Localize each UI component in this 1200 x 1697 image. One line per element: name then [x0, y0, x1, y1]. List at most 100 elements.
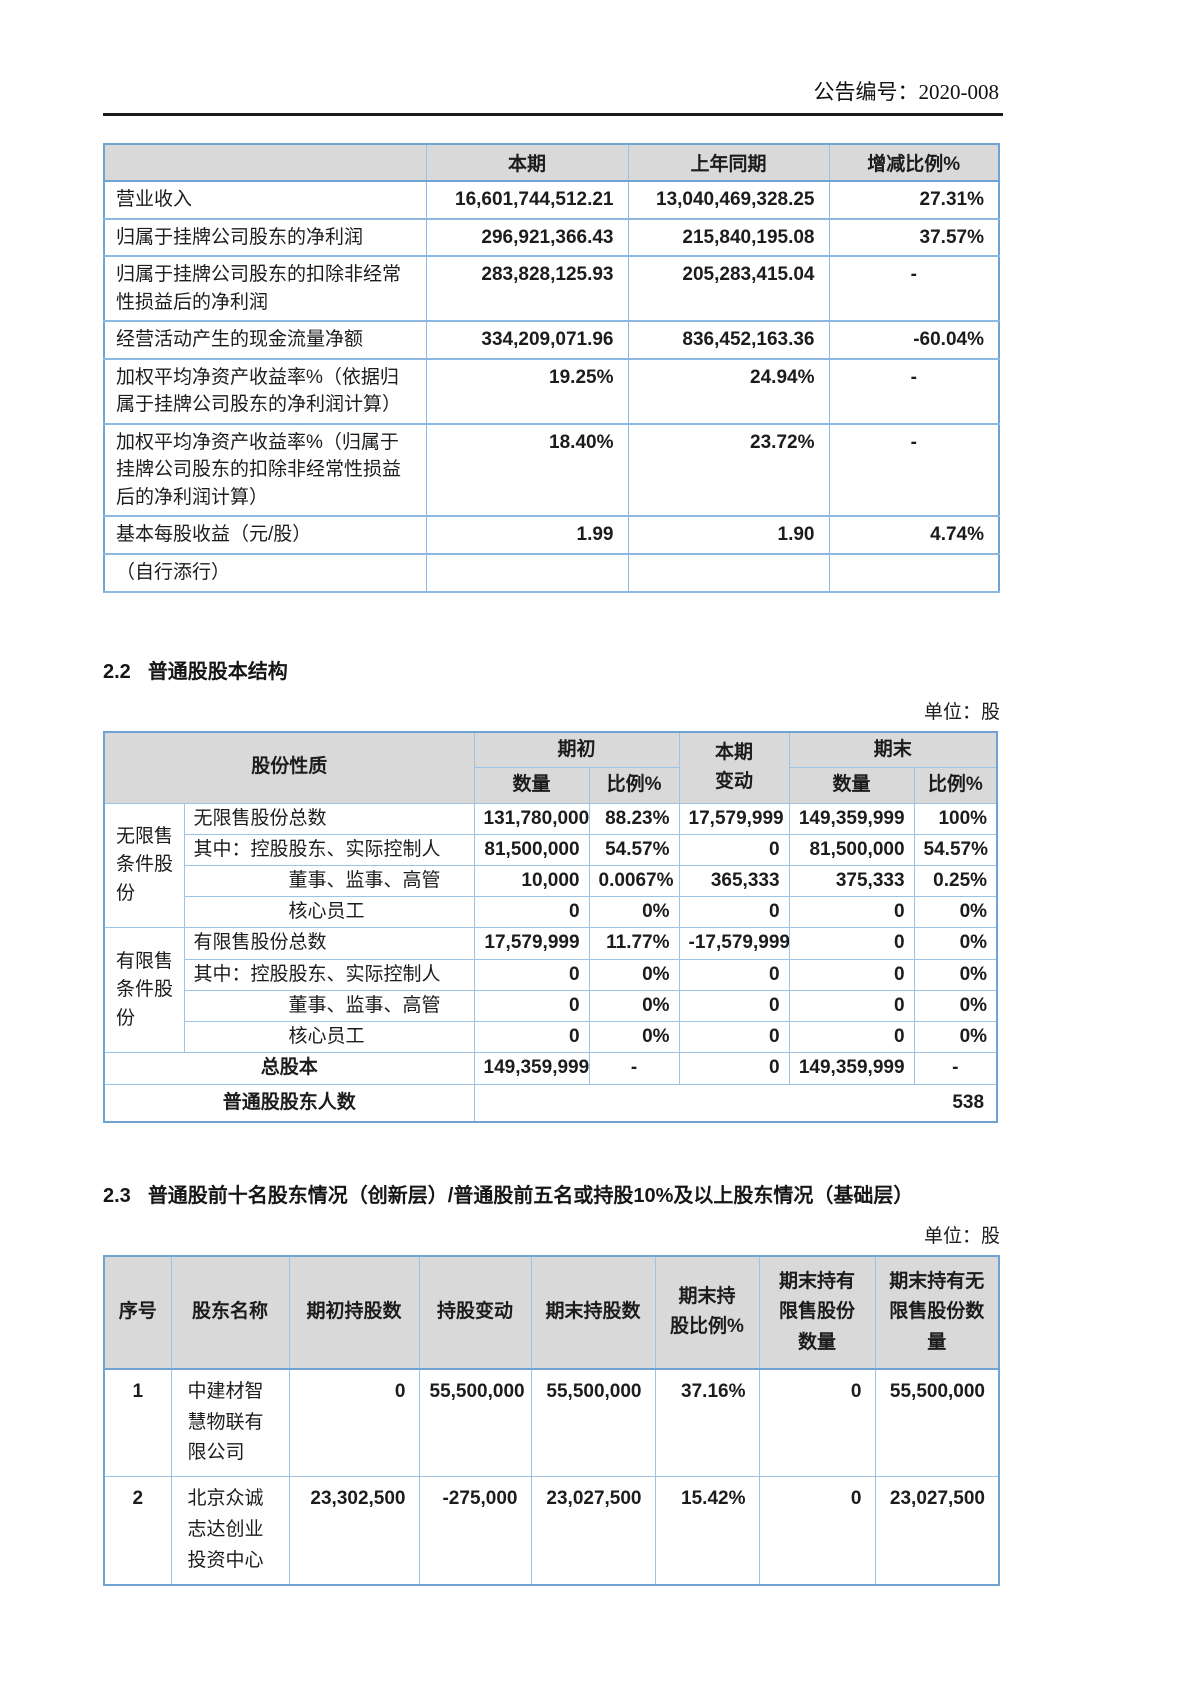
- col-header-pct: 期末持 股比例%: [654, 1255, 760, 1370]
- end-pct: 54.57%: [913, 833, 998, 867]
- shareholder-name: 中建材智 慧物联有 限公司: [170, 1368, 290, 1478]
- period-change: 17,579,999: [678, 802, 790, 835]
- share-structure-table: 股份性质 期初 本期 变动 期末 数量 比例% 数量 比例% 无限售 条件股 份…: [103, 730, 999, 1123]
- table-row: 董事、监事、高管 0 0% 0 0 0%: [104, 989, 998, 1023]
- begin-pct: 54.57%: [588, 833, 680, 867]
- group-label-unrestricted: 无限售 条件股 份: [103, 802, 185, 929]
- begin-pct: 0%: [588, 896, 680, 929]
- end-pct: -: [913, 1052, 998, 1085]
- table-row: 有限售 条件股 份 有限售股份总数 17,579,999 11.77% -17,…: [103, 927, 998, 1054]
- col-header-unrestricted: 期末持有无 限售股份数 量: [874, 1255, 1000, 1370]
- begin-pct: 0%: [588, 958, 680, 991]
- shareholder-count-label: 普通股股东人数: [103, 1083, 475, 1123]
- end-pct: 0.25%: [913, 864, 998, 898]
- col-header-no: 序号: [103, 1255, 172, 1370]
- begin-qty: 0: [473, 896, 590, 929]
- end-qty: 0: [788, 1021, 915, 1054]
- begin-qty: 0: [473, 989, 590, 1023]
- restricted-shares: 0: [758, 1368, 876, 1478]
- shareholder-rank: 1: [103, 1368, 172, 1478]
- end-pct: 37.16%: [654, 1368, 760, 1478]
- restricted-shares: 0: [758, 1476, 876, 1586]
- period-change: -17,579,999: [678, 927, 790, 960]
- section-heading-2-3: 2.3 普通股前十名股东情况（创新层）/普通股前五名或持股10%及以上股东情况（…: [103, 1179, 1003, 1208]
- period-change: 0: [678, 1021, 790, 1054]
- col-header-period-change: 本期 变动: [678, 731, 790, 804]
- table-row: 其中：控股股东、实际控制人 0 0% 0 0 0%: [104, 958, 998, 991]
- section-title: 普通股股本结构: [147, 660, 288, 683]
- metric-current: 296,921,366.43: [425, 217, 629, 258]
- row-label: 核心员工: [183, 1021, 475, 1054]
- col-header-end: 期末持股数: [530, 1255, 656, 1370]
- col-header-change: 增减比例%: [828, 143, 1000, 182]
- total-shares-row: 总股本 149,359,999 - 0 149,359,999 -: [103, 1052, 998, 1085]
- end-pct: 0%: [913, 1021, 998, 1054]
- table-row: 基本每股收益（元/股） 1.99 1.90 4.74%: [103, 515, 1000, 556]
- end-qty: 0: [788, 896, 915, 929]
- row-label: 有限售股份总数: [183, 927, 475, 960]
- begin-pct: 11.77%: [588, 927, 680, 960]
- shareholder-rank: 2: [103, 1476, 172, 1586]
- metric-prior: 24.94%: [627, 357, 830, 425]
- metric-label: 归属于挂牌公司股东的净利润: [103, 217, 427, 258]
- row-label: 无限售股份总数: [183, 802, 475, 835]
- metric-change: -60.04%: [828, 320, 1000, 360]
- metric-label: 加权平均净资产收益率%（依据归属于挂牌公司股东的净利润计算）: [103, 357, 427, 425]
- metric-prior: 1.90: [627, 515, 830, 556]
- metric-change: [828, 553, 1000, 593]
- unrestricted-shares: 23,027,500: [874, 1476, 1000, 1586]
- col-header-begin-group: 期初: [473, 731, 680, 769]
- col-header-prior: 上年同期: [627, 143, 830, 182]
- col-header-restricted: 期末持有 限售股份 数量: [758, 1255, 876, 1370]
- table-header-row: 序号 股东名称 期初持股数 持股变动 期末持股数 期末持 股比例% 期末持有 限…: [103, 1255, 1000, 1370]
- begin-qty: 0: [473, 958, 590, 991]
- end-pct: 0%: [913, 958, 998, 991]
- end-qty: 0: [788, 989, 915, 1023]
- metric-change: 4.74%: [828, 515, 1000, 556]
- metric-label: 经营活动产生的现金流量净额: [103, 320, 427, 360]
- row-label: 其中：控股股东、实际控制人: [183, 958, 475, 991]
- end-pct: 100%: [913, 802, 998, 835]
- share-change: 55,500,000: [418, 1368, 532, 1478]
- table-row: （自行添行）: [103, 553, 1000, 593]
- begin-qty: 10,000: [473, 864, 590, 898]
- row-label: 董事、监事、高管: [183, 864, 475, 898]
- table-row: 1 中建材智 慧物联有 限公司 0 55,500,000 55,500,000 …: [103, 1368, 1000, 1478]
- end-qty: 0: [788, 958, 915, 991]
- metric-prior: 23.72%: [627, 422, 830, 518]
- begin-qty: 149,359,999: [473, 1052, 590, 1085]
- end-shares: 55,500,000: [530, 1368, 656, 1478]
- metric-change: 27.31%: [828, 180, 1000, 220]
- period-change: 0: [678, 958, 790, 991]
- share-change: -275,000: [418, 1476, 532, 1586]
- col-header-begin-pct: 比例%: [588, 767, 680, 804]
- end-pct: 15.42%: [654, 1476, 760, 1586]
- metric-prior: 205,283,415.04: [627, 255, 830, 323]
- begin-pct: -: [588, 1052, 680, 1085]
- col-header-current: 本期: [425, 143, 629, 182]
- period-change: 0: [678, 896, 790, 929]
- table-row: 核心员工 0 0% 0 0 0%: [104, 1021, 998, 1054]
- table-header-row: 本期 上年同期 增减比例%: [103, 143, 1000, 182]
- top-shareholders-table: 序号 股东名称 期初持股数 持股变动 期末持股数 期末持 股比例% 期末持有 限…: [103, 1254, 1000, 1586]
- table-row: 2 北京众诚 志达创业 投资中心 23,302,500 -275,000 23,…: [103, 1476, 1000, 1586]
- unit-label: 单位：股: [923, 701, 1000, 723]
- metric-current: 19.25%: [425, 357, 629, 425]
- section-number: 2.2: [103, 660, 131, 683]
- table-row: 归属于挂牌公司股东的扣除非经常性损益后的净利润 283,828,125.93 2…: [103, 255, 1000, 323]
- table-row: 加权平均净资产收益率%（归属于挂牌公司股东的扣除非经常性损益后的净利润计算） 1…: [103, 422, 1000, 518]
- shareholder-name: 北京众诚 志达创业 投资中心: [170, 1476, 290, 1586]
- metric-label: （自行添行）: [103, 553, 427, 593]
- table-row: 归属于挂牌公司股东的净利润 296,921,366.43 215,840,195…: [103, 217, 1000, 258]
- metric-change: -: [828, 422, 1000, 518]
- metric-label: 归属于挂牌公司股东的扣除非经常性损益后的净利润: [103, 255, 427, 323]
- metric-change: -: [828, 357, 1000, 425]
- group-label-restricted: 有限售 条件股 份: [103, 927, 185, 1054]
- begin-pct: 0.0067%: [588, 864, 680, 898]
- metric-label: 加权平均净资产收益率%（归属于挂牌公司股东的扣除非经常性损益后的净利润计算）: [103, 422, 427, 518]
- metric-label: 基本每股收益（元/股）: [103, 515, 427, 556]
- col-header-begin-qty: 数量: [473, 767, 590, 804]
- unrestricted-shares: 55,500,000: [874, 1368, 1000, 1478]
- table-row: 其中：控股股东、实际控制人 81,500,000 54.57% 0 81,500…: [104, 833, 998, 867]
- document-page: 公告编号：2020-008 本期 上年同期 增减比例% 营业收入 16,601,…: [103, 0, 1003, 1586]
